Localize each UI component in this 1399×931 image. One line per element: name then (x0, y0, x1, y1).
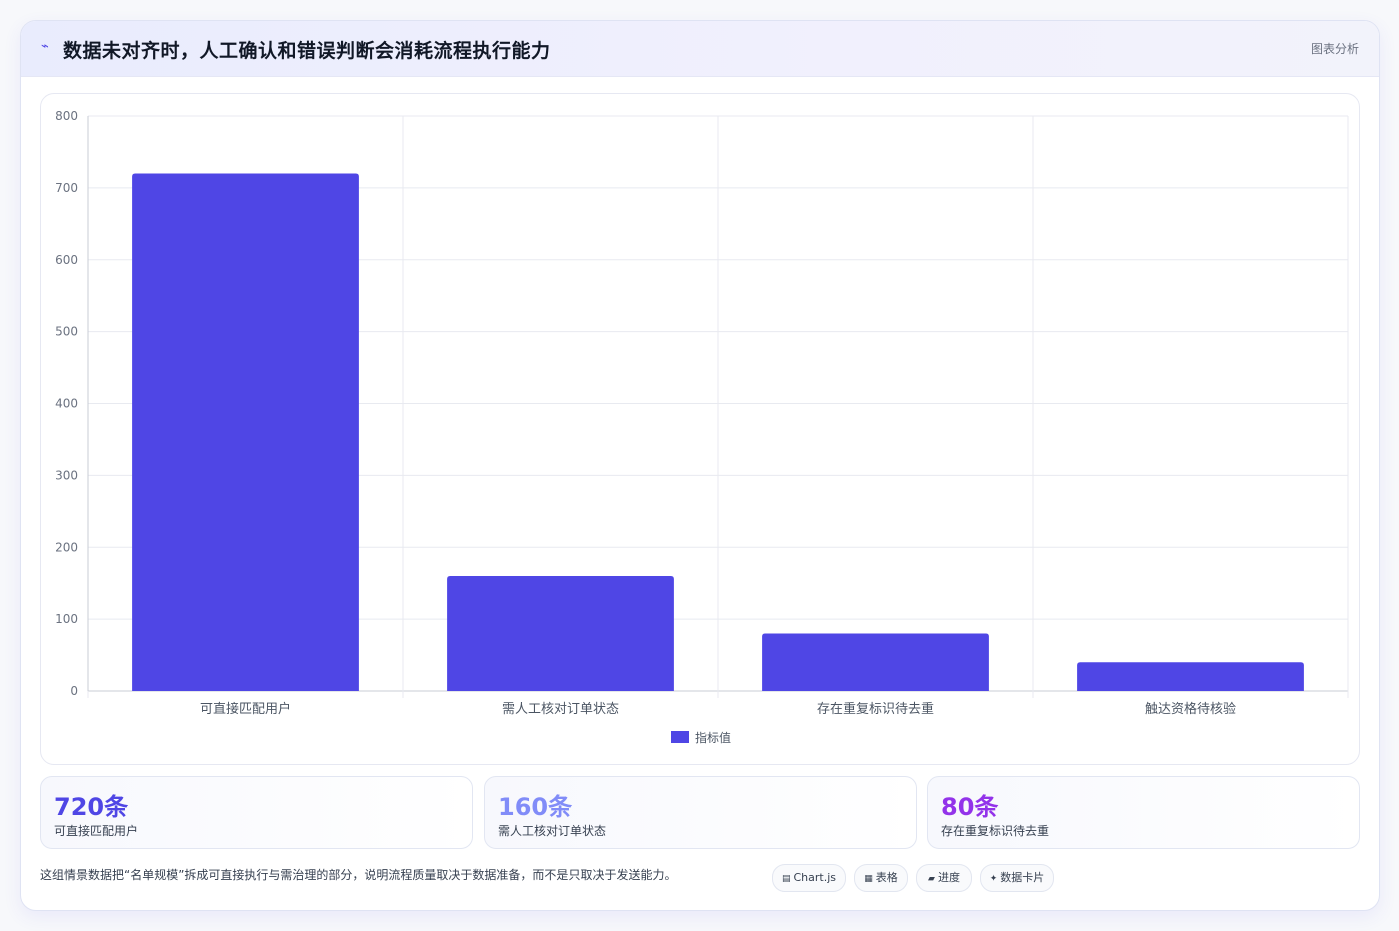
y-tick-label: 200 (55, 540, 78, 554)
stat-label: 可直接匹配用户 (54, 824, 139, 838)
chip-progress[interactable]: ▰ 进度 (916, 864, 972, 892)
y-tick-label: 100 (55, 612, 78, 626)
y-tick-label: 400 (55, 397, 78, 411)
bar (447, 576, 674, 691)
y-tick-label: 800 (55, 109, 78, 123)
chip-label: 表格 (875, 871, 898, 884)
bar-chart: 0 100 200 300 400 500 600 700 800 可直接匹配用户 需人工核对订单状… (55, 109, 1349, 745)
x-tick-label: 可直接匹配用户 (200, 701, 291, 717)
page-title: 数据未对齐时，人工确认和错误判断会消耗流程执行能力 (63, 40, 551, 62)
bar (1077, 662, 1304, 691)
card-icon: ✦ (989, 874, 998, 884)
legend-swatch (671, 731, 689, 743)
y-tick-label: 300 (55, 468, 78, 482)
stat-label: 存在重复标识待去重 (941, 824, 1050, 838)
chart-icon: ▤ (781, 874, 791, 884)
card-header: ⌁ 数据未对齐时，人工确认和错误判断会消耗流程执行能力 图表分析 (21, 21, 1379, 77)
table-icon: ▦ (864, 874, 873, 884)
chart-panel: 0 100 200 300 400 500 600 700 800 可直接匹配用户 需人工核对订单状… (40, 93, 1360, 765)
chip-label: Chart.js (793, 871, 837, 884)
y-tick-label: 500 (55, 325, 78, 339)
progress-icon: ▰ (928, 874, 935, 884)
stat-value: 160条 (498, 793, 573, 821)
stat-value: 80条 (941, 793, 999, 821)
chip-label: 进度 (937, 871, 960, 884)
chip-chartjs[interactable]: ▤ Chart.js (772, 864, 846, 892)
chip-table[interactable]: ▦ 表格 (854, 864, 908, 892)
y-tick-label: 600 (55, 253, 78, 267)
bar (132, 173, 359, 691)
trend-icon: ⌁ (41, 39, 49, 54)
stat-label: 需人工核对订单状态 (498, 824, 607, 838)
chip-label: 数据卡片 (1000, 871, 1045, 884)
stat-card-manual-check: 160条 需人工核对订单状态 (484, 776, 917, 849)
stat-card-matched: 720条 可直接匹配用户 (40, 776, 473, 849)
bar (762, 633, 989, 691)
chip-data-card[interactable]: ✦ 数据卡片 (980, 864, 1054, 892)
x-tick-label: 存在重复标识待去重 (817, 701, 934, 717)
legend-label: 指标值 (695, 730, 731, 745)
chart-card: ⌁ 数据未对齐时，人工确认和错误判断会消耗流程执行能力 图表分析 0 100 200… (20, 20, 1380, 911)
footnote-text: 这组情景数据把“名单规模”拆成可直接执行与需治理的部分，说明流程质量取决于数据准… (40, 868, 677, 882)
chart-analysis-tag: 图表分析 (1310, 42, 1359, 56)
stat-value: 720条 (54, 793, 129, 821)
y-tick-label: 700 (55, 181, 78, 195)
x-tick-label: 需人工核对订单状态 (502, 702, 619, 717)
x-tick-label: 触达资格待核验 (1145, 701, 1236, 717)
y-tick-label: 0 (70, 684, 78, 698)
stat-card-duplicates: 80条 存在重复标识待去重 (927, 776, 1360, 849)
